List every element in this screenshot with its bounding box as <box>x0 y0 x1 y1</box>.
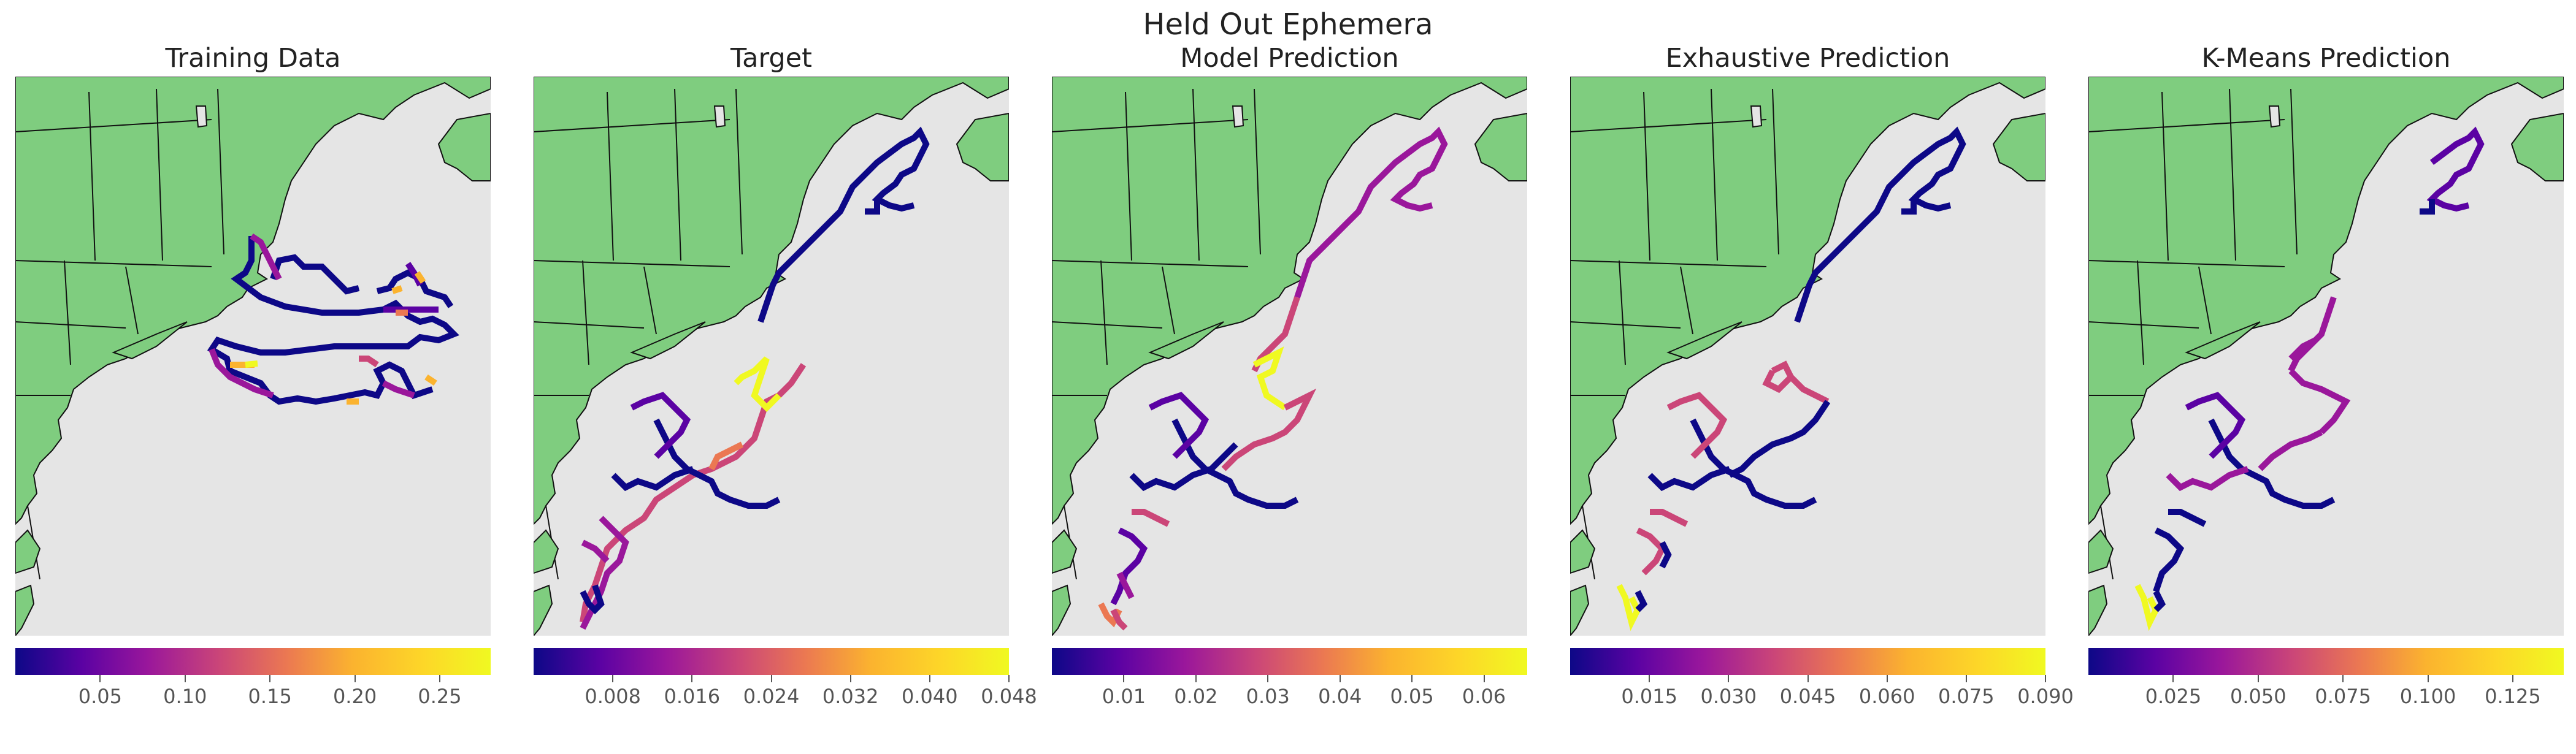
colorbar-tick <box>1267 675 1269 682</box>
colorbar-gradient <box>2088 648 2564 675</box>
colorbar-tick <box>1728 675 1730 682</box>
colorbar-tick-label: 0.125 <box>2485 685 2541 708</box>
colorbar-tick <box>1008 675 1010 682</box>
colorbar-tick <box>184 675 186 682</box>
colorbar-tick-label: 0.15 <box>248 685 292 708</box>
colorbar-tick-label: 0.015 <box>1621 685 1677 708</box>
colorbar-tick <box>2342 675 2344 682</box>
panel-target: Target 0.008 0.016 0.024 0.032 0.040 0.048 <box>534 0 1037 754</box>
colorbar-tick <box>2512 675 2513 682</box>
map-view[interactable] <box>534 77 1009 636</box>
colorbar-tick <box>2045 675 2046 682</box>
colorbar-tick <box>1339 675 1341 682</box>
panel-kmeans-prediction: K-Means Prediction 0.025 0.050 0.075 0. <box>2088 0 2564 754</box>
colorbar-tick-label: 0.030 <box>1700 685 1757 708</box>
colorbar-tick <box>929 675 930 682</box>
colorbar-tick <box>439 675 440 682</box>
colorbar-tick <box>1483 675 1485 682</box>
colorbar: 0.008 0.016 0.024 0.032 0.040 0.048 <box>534 648 1037 708</box>
colorbar-tick-label: 0.048 <box>981 685 1037 708</box>
colorbar-gradient <box>15 648 491 675</box>
map-svg <box>2088 77 2564 636</box>
map-view[interactable] <box>15 77 491 636</box>
colorbar: 0.025 0.050 0.075 0.100 0.125 <box>2088 648 2564 708</box>
colorbar-tick-label: 0.05 <box>1390 685 1434 708</box>
map-svg <box>15 77 491 636</box>
colorbar-tick-label: 0.01 <box>1102 685 1146 708</box>
map-view[interactable] <box>1052 77 1527 636</box>
colorbar-tick-label: 0.05 <box>78 685 123 708</box>
colorbar-tick <box>1195 675 1197 682</box>
colorbar-tick-label: 0.008 <box>585 685 641 708</box>
colorbar: 0.015 0.030 0.045 0.060 0.075 0.090 <box>1570 648 2074 708</box>
panel-model-prediction: Model Prediction 0.01 0.02 0.03 0.04 0.05 0.0… <box>1052 0 1527 754</box>
panel-title: Target <box>730 43 813 74</box>
panel-exhaustive-prediction: Exhaustive Prediction 0.015 0.030 0.04 <box>1570 0 2074 754</box>
colorbar: 0.05 0.10 0.15 0.20 0.25 <box>15 648 491 708</box>
colorbar-tick-label: 0.090 <box>2017 685 2074 708</box>
colorbar-tick-label: 0.040 <box>902 685 958 708</box>
map-svg <box>534 77 1009 636</box>
colorbar-tick-label: 0.10 <box>163 685 207 708</box>
colorbar-tick <box>691 675 693 682</box>
colorbar-tick <box>1886 675 1888 682</box>
colorbar-tick <box>2257 675 2259 682</box>
colorbar-tick <box>612 675 614 682</box>
colorbar-tick-label: 0.050 <box>2229 685 2287 708</box>
track-exhaustive <box>1616 126 1966 631</box>
panel-title: Exhaustive Prediction <box>1665 43 1950 74</box>
colorbar-tick-label: 0.075 <box>2315 685 2371 708</box>
colorbar-tick <box>849 675 851 682</box>
track-kmeans <box>2134 126 2485 631</box>
land <box>15 77 491 636</box>
colorbar-tick-label: 0.016 <box>664 685 721 708</box>
panel-title: Training Data <box>165 43 341 74</box>
map-svg <box>1052 77 1527 636</box>
colorbar-tick <box>2172 675 2174 682</box>
colorbar-tick-label: 0.03 <box>1246 685 1290 708</box>
colorbar-tick-label: 0.032 <box>822 685 879 708</box>
colorbar-gradient <box>534 648 1009 675</box>
land <box>534 77 1009 636</box>
map-svg <box>1570 77 2045 636</box>
colorbar-tick <box>1965 675 1967 682</box>
figure-title: Held Out Ephemera <box>1143 7 1433 42</box>
colorbar-tick-label: 0.060 <box>1858 685 1915 708</box>
land <box>1570 77 2045 636</box>
colorbar-tick-label: 0.06 <box>1462 685 1506 708</box>
panel-training-data: Training Data <box>15 0 491 754</box>
colorbar-tick-label: 0.025 <box>2145 685 2202 708</box>
land <box>2088 77 2564 636</box>
map-view[interactable] <box>1570 77 2045 636</box>
track-training <box>207 233 459 405</box>
colorbar-tick <box>99 675 101 682</box>
colorbar-tick-label: 0.045 <box>1779 685 1836 708</box>
colorbar-tick-label: 0.024 <box>743 685 800 708</box>
colorbar-tick <box>354 675 356 682</box>
track-model <box>1098 126 1448 631</box>
colorbar: 0.01 0.02 0.03 0.04 0.05 0.06 <box>1052 648 1527 708</box>
colorbar-tick-label: 0.20 <box>332 685 377 708</box>
colorbar-gradient <box>1052 648 1527 675</box>
colorbar-tick <box>2427 675 2429 682</box>
colorbar-tick <box>770 675 772 682</box>
colorbar-tick <box>1807 675 1809 682</box>
panel-title: Model Prediction <box>1180 43 1399 74</box>
colorbar-tick-label: 0.02 <box>1174 685 1218 708</box>
colorbar-tick <box>269 675 271 682</box>
map-view[interactable] <box>2088 77 2564 636</box>
colorbar-tick-label: 0.04 <box>1318 685 1362 708</box>
colorbar-tick-label: 0.075 <box>1938 685 1995 708</box>
colorbar-tick-label: 0.25 <box>418 685 462 708</box>
land <box>1052 77 1527 636</box>
colorbar-tick-label: 0.100 <box>2399 685 2456 708</box>
colorbar-tick <box>1649 675 1650 682</box>
panel-title: K-Means Prediction <box>2201 43 2451 74</box>
colorbar-gradient <box>1570 648 2045 675</box>
colorbar-tick <box>1123 675 1125 682</box>
colorbar-tick <box>1411 675 1413 682</box>
track-target <box>580 126 930 630</box>
